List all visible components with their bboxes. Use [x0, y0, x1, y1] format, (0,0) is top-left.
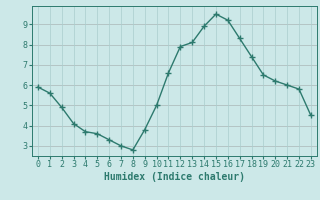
X-axis label: Humidex (Indice chaleur): Humidex (Indice chaleur) [104, 172, 245, 182]
